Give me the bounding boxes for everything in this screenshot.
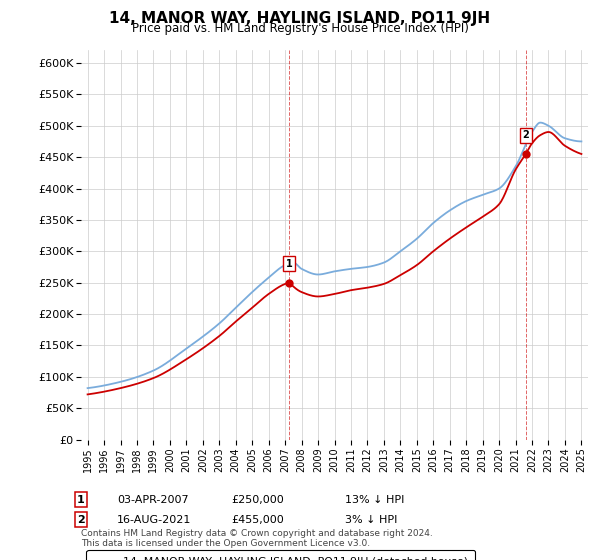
- Text: 1: 1: [286, 259, 293, 269]
- Text: 13% ↓ HPI: 13% ↓ HPI: [345, 494, 404, 505]
- Text: £250,000: £250,000: [231, 494, 284, 505]
- Text: Contains HM Land Registry data © Crown copyright and database right 2024.: Contains HM Land Registry data © Crown c…: [81, 529, 433, 538]
- Text: 2: 2: [523, 130, 529, 140]
- Text: This data is licensed under the Open Government Licence v3.0.: This data is licensed under the Open Gov…: [81, 539, 370, 548]
- Text: £455,000: £455,000: [231, 515, 284, 525]
- Legend: 14, MANOR WAY, HAYLING ISLAND, PO11 9JH (detached house), HPI: Average price, de: 14, MANOR WAY, HAYLING ISLAND, PO11 9JH …: [86, 550, 475, 560]
- Text: 14, MANOR WAY, HAYLING ISLAND, PO11 9JH: 14, MANOR WAY, HAYLING ISLAND, PO11 9JH: [109, 11, 491, 26]
- Text: Price paid vs. HM Land Registry's House Price Index (HPI): Price paid vs. HM Land Registry's House …: [131, 22, 469, 35]
- Text: 2: 2: [77, 515, 85, 525]
- Text: 3% ↓ HPI: 3% ↓ HPI: [345, 515, 397, 525]
- Text: 1: 1: [77, 494, 85, 505]
- Text: 16-AUG-2021: 16-AUG-2021: [117, 515, 191, 525]
- Text: 03-APR-2007: 03-APR-2007: [117, 494, 188, 505]
